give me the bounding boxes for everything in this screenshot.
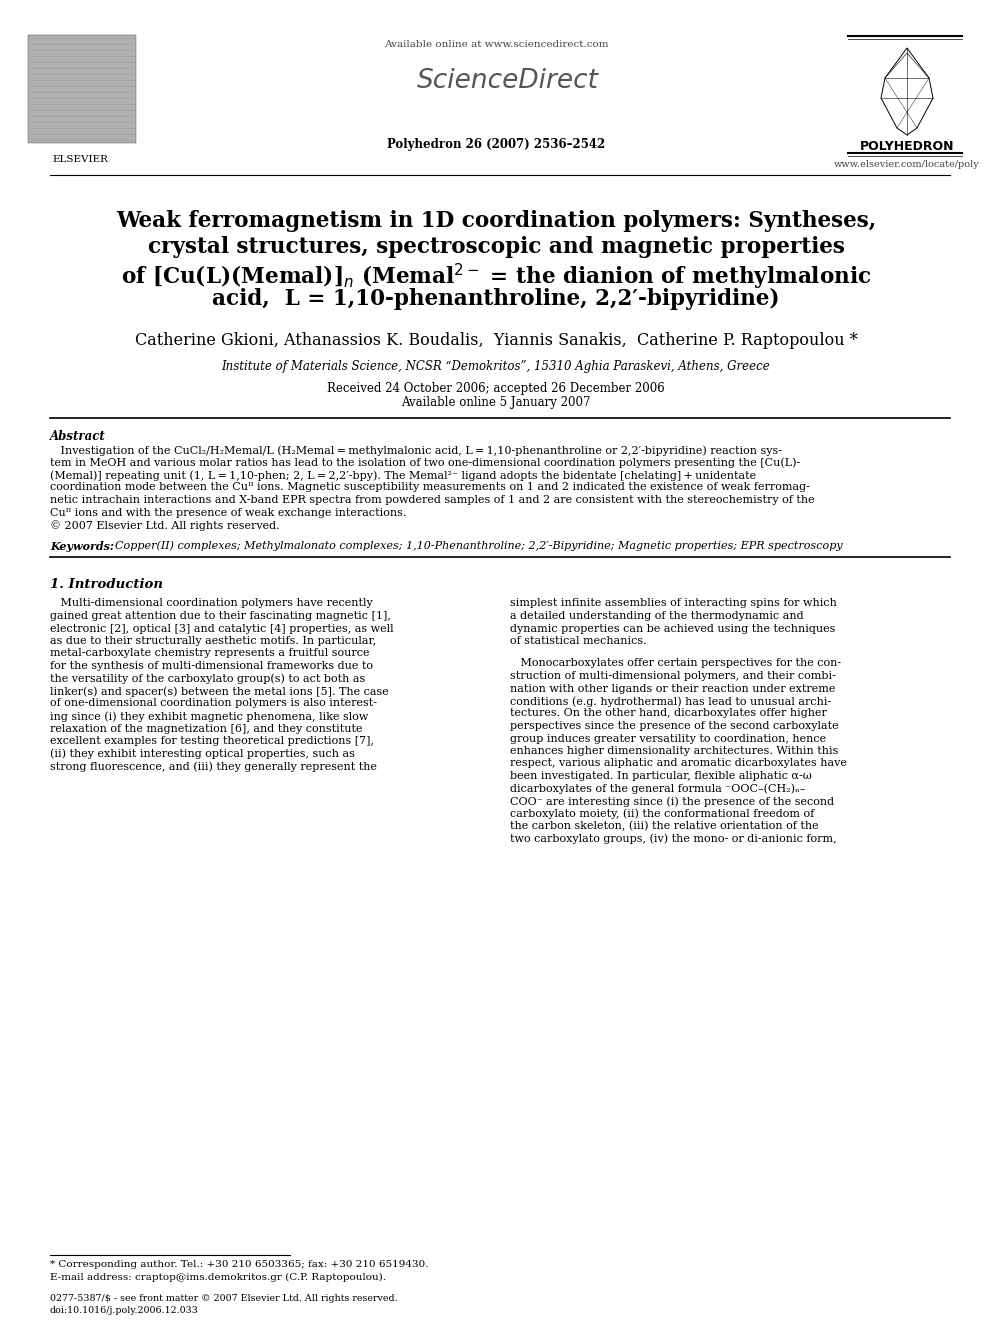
- Text: strong fluorescence, and (iii) they generally represent the: strong fluorescence, and (iii) they gene…: [50, 761, 377, 771]
- Text: doi:10.1016/j.poly.2006.12.033: doi:10.1016/j.poly.2006.12.033: [50, 1306, 198, 1315]
- Text: respect, various aliphatic and aromatic dicarboxylates have: respect, various aliphatic and aromatic …: [510, 758, 847, 769]
- Text: for the synthesis of multi-dimensional frameworks due to: for the synthesis of multi-dimensional f…: [50, 662, 373, 671]
- Text: simplest infinite assemblies of interacting spins for which: simplest infinite assemblies of interact…: [510, 598, 837, 609]
- Text: COO⁻ are interesting since (i) the presence of the second: COO⁻ are interesting since (i) the prese…: [510, 796, 834, 807]
- Text: © 2007 Elsevier Ltd. All rights reserved.: © 2007 Elsevier Ltd. All rights reserved…: [50, 520, 280, 531]
- Text: 1. Introduction: 1. Introduction: [50, 578, 163, 591]
- Text: Keywords:: Keywords:: [50, 541, 114, 552]
- Text: Polyhedron 26 (2007) 2536–2542: Polyhedron 26 (2007) 2536–2542: [387, 138, 605, 151]
- Text: conditions (e.g. hydrothermal) has lead to unusual archi-: conditions (e.g. hydrothermal) has lead …: [510, 696, 831, 706]
- Text: of statistical mechanics.: of statistical mechanics.: [510, 636, 647, 646]
- Text: the versatility of the carboxylato group(s) to act both as: the versatility of the carboxylato group…: [50, 673, 365, 684]
- Text: ing since (i) they exhibit magnetic phenomena, like slow: ing since (i) they exhibit magnetic phen…: [50, 710, 368, 721]
- Polygon shape: [881, 48, 933, 135]
- Text: 0277-5387/$ - see front matter © 2007 Elsevier Ltd. All rights reserved.: 0277-5387/$ - see front matter © 2007 El…: [50, 1294, 398, 1303]
- Text: coordination mode between the Cuᴵᴵ ions. Magnetic susceptibility measurements on: coordination mode between the Cuᴵᴵ ions.…: [50, 483, 809, 492]
- Text: Copper(II) complexes; Methylmalonato complexes; 1,10-Phenanthroline; 2,2′-Bipyri: Copper(II) complexes; Methylmalonato com…: [108, 541, 842, 552]
- Text: crystal structures, spectroscopic and magnetic properties: crystal structures, spectroscopic and ma…: [148, 235, 844, 258]
- Text: linker(s) and spacer(s) between the metal ions [5]. The case: linker(s) and spacer(s) between the meta…: [50, 687, 389, 697]
- Text: Institute of Materials Science, NCSR “Demokritos”, 15310 Aghia Paraskevi, Athens: Institute of Materials Science, NCSR “De…: [221, 360, 771, 373]
- Text: netic intrachain interactions and X-band EPR spectra from powdered samples of 1 : netic intrachain interactions and X-band…: [50, 495, 814, 505]
- Text: enhances higher dimensionality architectures. Within this: enhances higher dimensionality architect…: [510, 746, 838, 755]
- Text: been investigated. In particular, flexible aliphatic α-ω: been investigated. In particular, flexib…: [510, 771, 811, 781]
- Text: nation with other ligands or their reaction under extreme: nation with other ligands or their react…: [510, 684, 835, 693]
- Text: Received 24 October 2006; accepted 26 December 2006: Received 24 October 2006; accepted 26 De…: [327, 382, 665, 396]
- Text: tectures. On the other hand, dicarboxylates offer higher: tectures. On the other hand, dicarboxyla…: [510, 709, 827, 718]
- Text: gained great attention due to their fascinating magnetic [1],: gained great attention due to their fasc…: [50, 611, 391, 620]
- Text: * Corresponding author. Tel.: +30 210 6503365; fax: +30 210 6519430.: * Corresponding author. Tel.: +30 210 65…: [50, 1259, 429, 1269]
- Text: of [Cu(L)(Memal)]$_n$ (Memal$^{2-}$ = the dianion of methylmalonic: of [Cu(L)(Memal)]$_n$ (Memal$^{2-}$ = th…: [121, 262, 871, 292]
- Text: a detailed understanding of the thermodynamic and: a detailed understanding of the thermody…: [510, 611, 804, 620]
- Text: Weak ferromagnetism in 1D coordination polymers: Syntheses,: Weak ferromagnetism in 1D coordination p…: [116, 210, 876, 232]
- Text: perspectives since the presence of the second carboxylate: perspectives since the presence of the s…: [510, 721, 838, 732]
- Text: Multi-dimensional coordination polymers have recently: Multi-dimensional coordination polymers …: [50, 598, 373, 609]
- Text: carboxylato moiety, (ii) the conformational freedom of: carboxylato moiety, (ii) the conformatio…: [510, 808, 814, 819]
- Text: Available online at www.sciencedirect.com: Available online at www.sciencedirect.co…: [384, 40, 608, 49]
- Bar: [28, 34, 136, 143]
- Text: as due to their structurally aesthetic motifs. In particular,: as due to their structurally aesthetic m…: [50, 636, 376, 646]
- Text: (Memal)] repeating unit (1, L = 1,10-phen; 2, L = 2,2′-bpy). The Memal²⁻ ligand : (Memal)] repeating unit (1, L = 1,10-phe…: [50, 470, 756, 480]
- Text: (ii) they exhibit interesting optical properties, such as: (ii) they exhibit interesting optical pr…: [50, 749, 355, 759]
- Text: two carboxylato groups, (iv) the mono- or di-anionic form,: two carboxylato groups, (iv) the mono- o…: [510, 833, 836, 844]
- Text: group induces greater versatility to coordination, hence: group induces greater versatility to coo…: [510, 733, 826, 744]
- Text: ScienceDirect: ScienceDirect: [417, 67, 599, 94]
- Text: relaxation of the magnetization [6], and they constitute: relaxation of the magnetization [6], and…: [50, 724, 362, 733]
- Text: Cuᴵᴵ ions and with the presence of weak exchange interactions.: Cuᴵᴵ ions and with the presence of weak …: [50, 508, 407, 517]
- Text: struction of multi-dimensional polymers, and their combi-: struction of multi-dimensional polymers,…: [510, 671, 836, 681]
- Text: acid,  L = 1,10-phenanthroline, 2,2′-bipyridine): acid, L = 1,10-phenanthroline, 2,2′-bipy…: [212, 288, 780, 310]
- Text: Catherine Gkioni, Athanassios K. Boudalis,  Yiannis Sanakis,  Catherine P. Rapto: Catherine Gkioni, Athanassios K. Boudali…: [135, 332, 857, 349]
- Text: Monocarboxylates offer certain perspectives for the con-: Monocarboxylates offer certain perspecti…: [510, 659, 841, 668]
- Text: of one-dimensional coordination polymers is also interest-: of one-dimensional coordination polymers…: [50, 699, 377, 709]
- Text: ELSEVIER: ELSEVIER: [52, 155, 108, 164]
- Text: tem in MeOH and various molar ratios has lead to the isolation of two one-dimens: tem in MeOH and various molar ratios has…: [50, 458, 801, 468]
- Text: dynamic properties can be achieved using the techniques: dynamic properties can be achieved using…: [510, 623, 835, 634]
- Text: www.elsevier.com/locate/poly: www.elsevier.com/locate/poly: [834, 160, 980, 169]
- Text: Abstract: Abstract: [50, 430, 106, 443]
- Text: the carbon skeleton, (iii) the relative orientation of the: the carbon skeleton, (iii) the relative …: [510, 822, 818, 831]
- Text: metal-carboxylate chemistry represents a fruitful source: metal-carboxylate chemistry represents a…: [50, 648, 369, 659]
- Text: dicarboxylates of the general formula ⁻OOC–(CH₂)ₙ–: dicarboxylates of the general formula ⁻O…: [510, 783, 806, 794]
- Text: Investigation of the CuCl₂/H₂Memal/L (H₂Memal = methylmalonic acid, L = 1,10-phe: Investigation of the CuCl₂/H₂Memal/L (H₂…: [50, 445, 782, 455]
- Text: excellent examples for testing theoretical predictions [7],: excellent examples for testing theoretic…: [50, 736, 374, 746]
- Text: Available online 5 January 2007: Available online 5 January 2007: [401, 396, 591, 409]
- Text: E-mail address: craptop@ims.demokritos.gr (C.P. Raptopoulou).: E-mail address: craptop@ims.demokritos.g…: [50, 1273, 386, 1282]
- Text: electronic [2], optical [3] and catalytic [4] properties, as well: electronic [2], optical [3] and catalyti…: [50, 623, 394, 634]
- Text: POLYHEDRON: POLYHEDRON: [860, 140, 954, 153]
